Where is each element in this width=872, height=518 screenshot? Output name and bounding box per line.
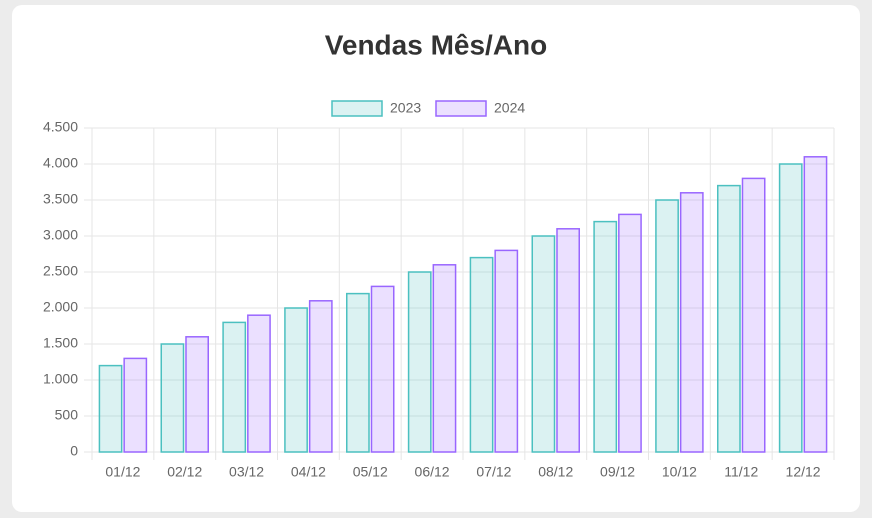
- bar: [185, 336, 209, 453]
- bar: [618, 213, 642, 453]
- x-tick-label: 09/12: [600, 464, 635, 480]
- x-tick-label: 08/12: [538, 464, 573, 480]
- bar: [803, 156, 828, 453]
- chart-title: Vendas Mês/Ano: [325, 29, 548, 60]
- bar: [531, 235, 556, 453]
- x-tick-label: 06/12: [415, 464, 450, 480]
- bar: [123, 357, 148, 453]
- x-tick-label: 11/12: [724, 464, 758, 480]
- y-tick-label: 4.500: [43, 119, 78, 135]
- legend-swatch: [435, 100, 487, 117]
- bar: [556, 228, 580, 453]
- bar: [308, 300, 333, 453]
- bar: [98, 364, 123, 453]
- bar: [284, 307, 308, 453]
- y-tick-label: 2.500: [43, 263, 78, 279]
- y-tick-label: 0: [70, 443, 78, 459]
- bar: [346, 292, 370, 453]
- bar: [655, 199, 679, 453]
- x-tick-label: 01/12: [105, 464, 140, 480]
- x-tick-label: 02/12: [167, 464, 202, 480]
- y-tick-label: 1.000: [43, 371, 78, 387]
- y-tick-label: 3.500: [43, 191, 78, 207]
- bar: [432, 264, 457, 453]
- legend-swatch: [331, 100, 383, 117]
- y-tick-label: 2.000: [43, 299, 78, 315]
- y-tick-label: 3.000: [43, 227, 78, 243]
- x-tick-label: 12/12: [786, 464, 821, 480]
- bar: [370, 285, 395, 453]
- x-tick-label: 04/12: [291, 464, 326, 480]
- bar: [778, 163, 803, 453]
- x-tick-label: 03/12: [229, 464, 264, 480]
- bar: [679, 192, 704, 453]
- bar: [469, 256, 494, 453]
- x-tick-label: 10/12: [662, 464, 697, 480]
- legend-label: 2023: [390, 100, 421, 116]
- x-tick-label: 05/12: [353, 464, 388, 480]
- y-tick-label: 500: [55, 407, 79, 423]
- y-tick-label: 1.500: [43, 335, 78, 351]
- bar: [160, 343, 185, 453]
- bar: [222, 321, 247, 453]
- x-tick-label: 07/12: [476, 464, 511, 480]
- bar: [407, 271, 432, 453]
- bar: [494, 249, 519, 453]
- bar: [741, 177, 766, 453]
- bar: [717, 184, 741, 453]
- legend-label: 2024: [494, 100, 525, 116]
- bar: [593, 220, 618, 453]
- y-tick-label: 4.000: [43, 155, 78, 171]
- bar: [247, 314, 271, 453]
